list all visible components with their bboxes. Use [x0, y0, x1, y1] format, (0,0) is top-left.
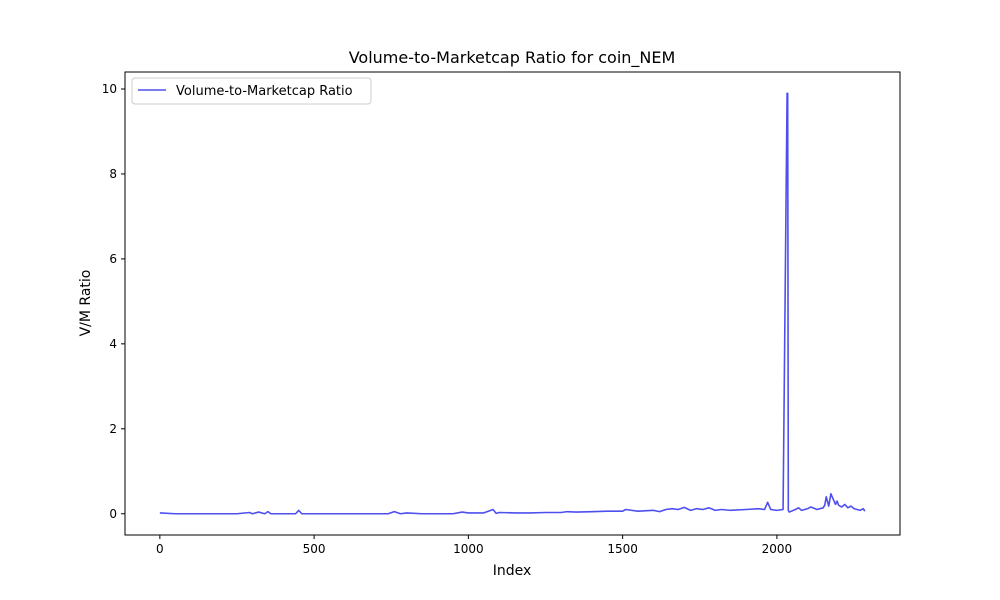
legend: Volume-to-Marketcap Ratio: [131, 77, 372, 105]
plot-area-frame: [124, 71, 901, 536]
x-tick-label: 500: [303, 542, 326, 556]
series-line: [159, 92, 866, 515]
x-axis-label: Index: [493, 563, 532, 579]
y-tick-label: 2: [109, 422, 117, 436]
legend-label: Volume-to-Marketcap Ratio: [176, 84, 353, 99]
y-tick-label: 6: [109, 252, 117, 266]
y-axis-label: V/M Ratio: [78, 270, 94, 337]
y-tick-label: 0: [109, 507, 117, 521]
y-tick-label: 8: [109, 167, 117, 181]
x-tick-label: 1500: [607, 542, 638, 556]
x-tick-label: 1000: [453, 542, 484, 556]
x-axis-ticks: 0 500 1000 1500 2000: [156, 535, 792, 556]
legend-box: [131, 77, 372, 105]
y-axis-ticks: 0 2 4 6 8 10: [102, 82, 125, 521]
x-tick-label: 2000: [762, 542, 793, 556]
y-tick-label: 4: [109, 337, 117, 351]
chart-title: Volume-to-Marketcap Ratio for coin_NEM: [349, 48, 676, 68]
x-tick-label: 0: [156, 542, 164, 556]
y-tick-label: 10: [102, 82, 117, 96]
